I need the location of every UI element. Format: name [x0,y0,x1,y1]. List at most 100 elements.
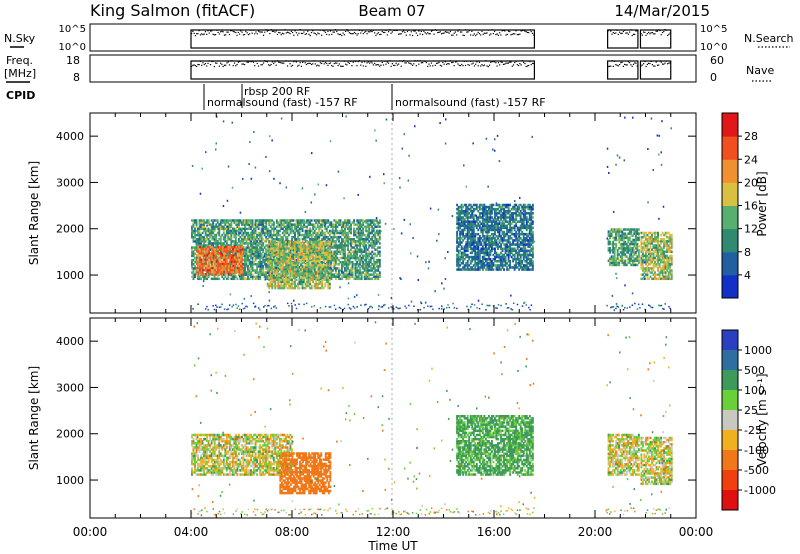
heatmap-cell [306,231,309,235]
heatmap-cell [266,229,269,233]
heatmap-cell [331,223,334,226]
heatmap-cell [221,268,224,272]
trace-point [660,61,662,63]
heatmap-cell [194,219,196,222]
heatmap-cell [334,260,337,264]
heatmap-cell [280,221,283,224]
heatmap-cell [280,274,283,277]
trace-point [377,64,380,66]
heatmap-cell [366,277,369,281]
heatmap-cell [269,270,272,273]
trace-point [246,32,248,34]
heatmap-cell [204,227,207,231]
trace-point [395,62,397,64]
heatmap-cell [303,235,306,239]
heatmap-cell [342,225,345,228]
heatmap-cell [215,219,218,222]
heatmap-cell [256,225,259,228]
heatmap-cell [192,275,195,278]
heatmap-cell [357,235,360,239]
heatmap-cell [207,242,210,245]
heatmap-cell [233,272,236,276]
heatmap-cell [340,277,343,281]
heatmap-cell [459,268,462,271]
heatmap-cell [253,275,256,278]
heatmap-cell [295,238,298,241]
heatmap-cell [228,229,231,233]
trace-point [510,34,512,36]
heatmap-cell [462,205,465,209]
heatmap-cell [354,229,357,233]
heatmap-cell [197,275,199,278]
heatmap-cell [195,258,198,262]
heatmap-cell [494,259,496,263]
heatmap-cell [321,241,324,244]
heatmap-cell [345,277,348,281]
heatmap-cell [474,249,477,253]
heatmap-cell [472,207,475,211]
heatmap-cell [271,282,274,286]
heatmap-cell [489,241,492,244]
heatmap-cell [369,260,372,264]
heatmap-cell [459,249,462,253]
heatmap-cell [306,225,309,228]
heatmap-cell [260,256,263,260]
heatmap-cell [245,258,248,262]
heatmap-cell [265,221,268,224]
heatmap-cell [278,258,281,262]
trace-point [216,29,218,31]
heatmap-cell [344,231,346,235]
heatmap-cell [486,251,489,255]
heatmap-cell [318,259,321,263]
heatmap-cell [247,269,249,272]
heatmap-cell [324,249,327,252]
heatmap-cell [211,260,214,263]
heatmap-cell [333,242,336,245]
heatmap-cell [277,274,280,277]
heatmap-cell [322,243,325,246]
trace-point [276,33,279,36]
heatmap-cell [357,248,360,251]
heatmap-cell [230,240,233,243]
heatmap-cell [339,223,342,226]
heatmap-cell [292,223,295,226]
heatmap-cell [257,242,260,245]
trace-envelope [190,60,535,80]
heatmap-cell [207,275,210,278]
heatmap-cell [328,255,331,259]
heatmap-cell [474,253,477,257]
heatmap-cell [345,219,348,222]
heatmap-cell [248,254,251,258]
trace-point [446,31,448,33]
heatmap-cell [268,243,271,246]
heatmap-cell [489,257,492,261]
heatmap-cell [457,264,460,267]
trace-point [372,64,374,66]
heatmap-cell [334,242,337,245]
heatmap-cell [347,277,349,281]
heatmap-cell [257,256,260,260]
heatmap-cell [481,214,484,217]
heatmap-cell [223,258,226,261]
trace-point [654,65,656,67]
heatmap-cell [348,252,351,256]
heatmap-cell [224,219,227,222]
heatmap-cell [239,264,242,268]
heatmap-cell [295,272,298,275]
heatmap-cell [466,209,469,213]
heatmap-cell [477,228,480,232]
heatmap-cell [498,220,501,223]
heatmap-cell [459,216,462,219]
heatmap-cell [300,280,302,284]
trace-point [414,30,416,32]
heatmap-cell [357,275,360,278]
heatmap-cell [277,284,280,288]
trace-point [437,62,439,64]
heatmap-cell [372,263,375,266]
heatmap-cell [366,263,369,266]
heatmap-cell [344,252,346,256]
heatmap-cell [500,262,502,265]
heatmap-cell [209,240,212,243]
trace-point [428,63,430,65]
trace-point [401,31,404,33]
